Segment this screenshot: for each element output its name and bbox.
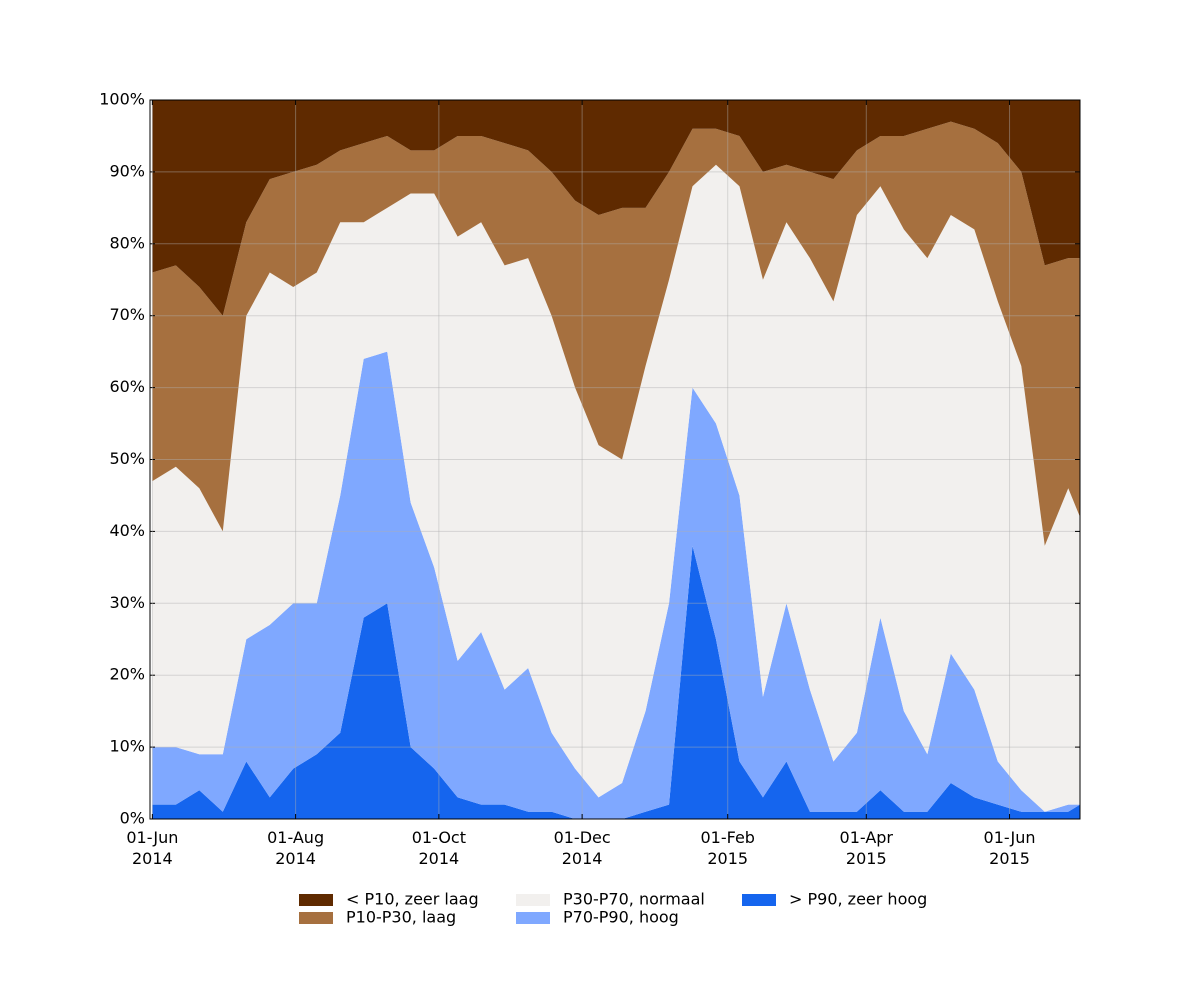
x-tick-label: 01-Apr 2015 <box>839 828 894 868</box>
area <box>152 100 1081 316</box>
legend-swatch <box>516 894 550 906</box>
y-tick-label: 50% <box>109 449 145 468</box>
x-tick-label: 01-Feb 2015 <box>700 828 755 868</box>
y-tick-label: 70% <box>109 305 145 324</box>
y-tick-label: 80% <box>109 233 145 252</box>
plot-frame <box>149 99 1081 820</box>
y-tick-label: 10% <box>109 737 145 756</box>
x-tick-label: 01-Aug 2014 <box>267 828 325 868</box>
area <box>152 545 1081 819</box>
legend-swatch <box>299 894 333 906</box>
legend-label: P10-P30, laag <box>346 908 456 927</box>
legend-swatch <box>299 912 333 924</box>
legend-label: < P10, zeer laag <box>346 890 479 909</box>
x-tick-label: 01-Dec 2014 <box>553 828 611 868</box>
y-tick-label: 100% <box>99 90 145 109</box>
area <box>152 164 1081 812</box>
legend-label: P70-P90, hoog <box>563 908 679 927</box>
y-tick-label: 20% <box>109 665 145 684</box>
y-tick-label: 40% <box>109 521 145 540</box>
area <box>152 351 1081 819</box>
legend-swatch <box>742 894 776 906</box>
x-tick-label: 01-Jun 2015 <box>983 828 1036 868</box>
y-tick-label: 60% <box>109 377 145 396</box>
legend-swatch <box>516 912 550 924</box>
legend-label: > P90, zeer hoog <box>789 890 927 909</box>
legend-label: P30-P70, normaal <box>563 890 705 909</box>
area <box>152 121 1081 546</box>
y-tick-label: 30% <box>109 593 145 612</box>
y-tick-label: 0% <box>120 809 145 828</box>
x-tick-label: 01-Oct 2014 <box>411 828 466 868</box>
x-tick-label: 01-Jun 2014 <box>126 828 179 868</box>
y-tick-label: 90% <box>109 161 145 180</box>
